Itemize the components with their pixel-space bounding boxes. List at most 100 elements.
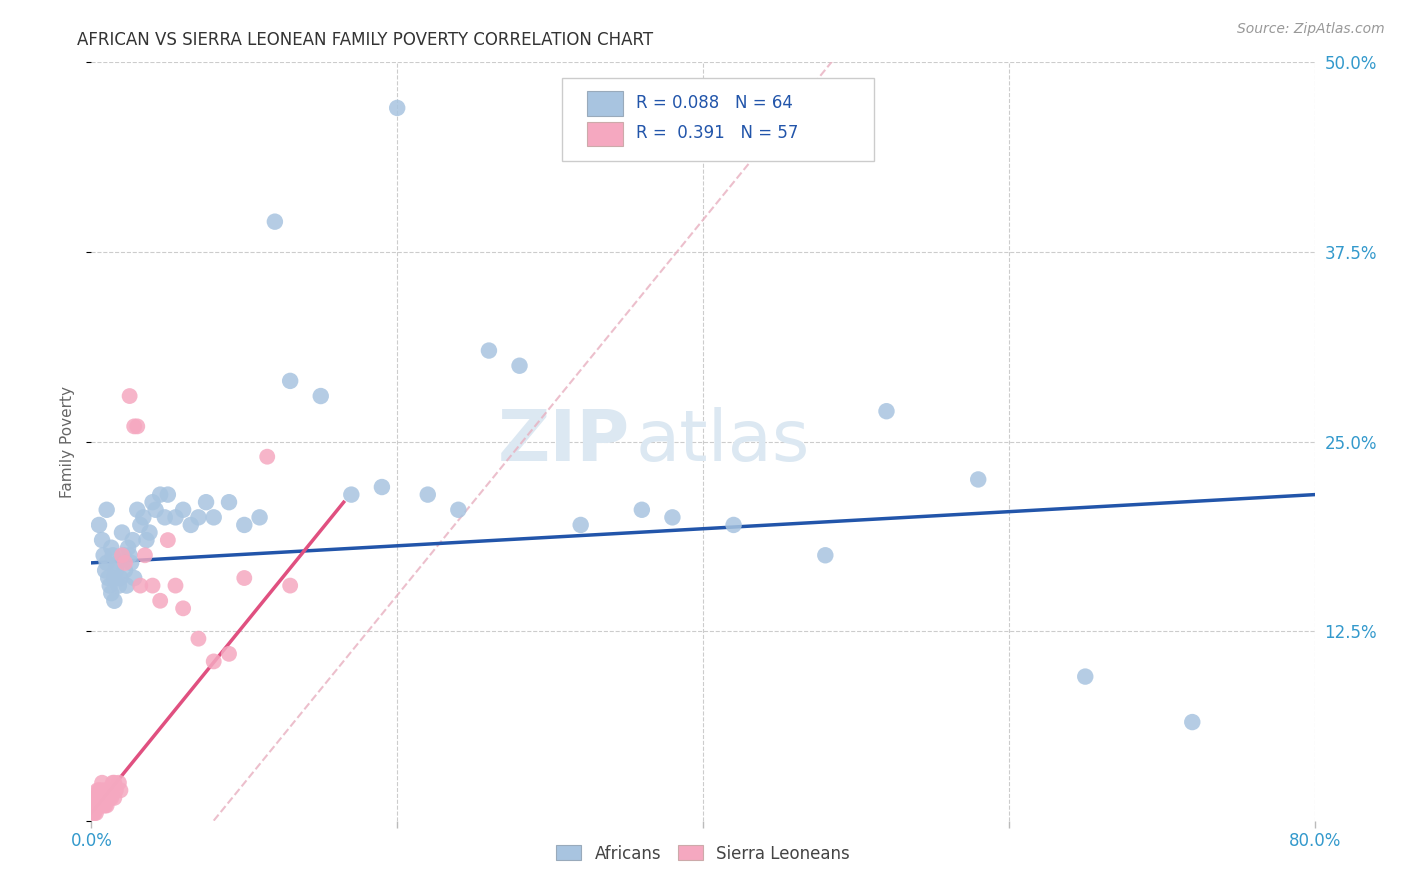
Point	[91, 798, 114, 813]
Text: R =  0.391   N = 57: R = 0.391 N = 57	[636, 124, 799, 142]
Point	[478, 343, 501, 358]
Point	[93, 798, 115, 813]
FancyBboxPatch shape	[586, 91, 623, 115]
Point	[94, 791, 117, 805]
Point	[98, 783, 121, 797]
Point	[94, 798, 117, 813]
Point	[82, 798, 104, 813]
Point	[416, 487, 439, 501]
Point	[100, 783, 122, 797]
Legend: Africans, Sierra Leoneans: Africans, Sierra Leoneans	[550, 838, 856, 869]
Point	[86, 791, 108, 805]
Point	[86, 798, 108, 813]
Point	[83, 791, 105, 805]
Point	[1181, 715, 1204, 730]
Point	[104, 783, 127, 797]
Point	[149, 594, 172, 608]
Point	[94, 564, 117, 578]
Point	[509, 359, 531, 373]
Point	[103, 776, 125, 790]
Point	[814, 548, 837, 563]
Point	[385, 101, 409, 115]
Point	[371, 480, 394, 494]
Point	[108, 579, 131, 593]
Point	[129, 579, 152, 593]
Point	[96, 783, 118, 797]
Point	[138, 525, 160, 540]
Point	[87, 517, 110, 532]
Point	[97, 783, 120, 797]
Point	[121, 533, 143, 548]
Point	[233, 571, 256, 585]
Point	[187, 510, 209, 524]
Point	[111, 548, 134, 563]
Point	[165, 510, 187, 524]
Point	[135, 533, 157, 548]
Point	[661, 510, 683, 524]
Point	[93, 783, 115, 797]
Point	[100, 791, 122, 805]
Point	[156, 533, 179, 548]
Point	[83, 798, 105, 813]
Point	[84, 791, 107, 805]
Point	[122, 419, 145, 434]
Point	[110, 571, 132, 585]
Point	[96, 791, 118, 805]
Point	[96, 798, 118, 813]
Text: Source: ZipAtlas.com: Source: ZipAtlas.com	[1237, 22, 1385, 37]
Point	[127, 419, 149, 434]
Point	[96, 556, 118, 570]
Point	[97, 571, 120, 585]
Point	[134, 548, 156, 563]
Point	[156, 487, 179, 501]
Point	[967, 473, 990, 487]
Point	[132, 510, 155, 524]
Point	[249, 510, 271, 524]
Point	[149, 487, 172, 501]
Point	[115, 579, 138, 593]
Text: ZIP: ZIP	[498, 407, 630, 476]
Point	[114, 556, 136, 570]
Point	[112, 548, 135, 563]
Point	[129, 517, 152, 532]
Point	[97, 791, 120, 805]
Point	[153, 510, 176, 524]
Point	[91, 776, 114, 790]
Point	[127, 503, 149, 517]
Point	[631, 503, 654, 517]
Point	[202, 655, 225, 669]
Point	[264, 214, 287, 228]
Point	[90, 783, 112, 797]
Point	[100, 541, 122, 555]
Point	[108, 776, 131, 790]
Point	[84, 801, 107, 815]
Point	[309, 389, 332, 403]
Point	[90, 791, 112, 805]
Point	[91, 533, 114, 548]
Point	[87, 791, 110, 805]
Point	[569, 517, 592, 532]
Point	[91, 791, 114, 805]
Point	[1074, 669, 1097, 683]
Point	[103, 571, 125, 585]
Point	[233, 517, 256, 532]
Point	[447, 503, 470, 517]
Point	[172, 601, 194, 615]
Y-axis label: Family Poverty: Family Poverty	[59, 385, 75, 498]
Point	[195, 495, 218, 509]
Point	[723, 517, 745, 532]
Point	[114, 564, 136, 578]
Point	[218, 495, 240, 509]
FancyBboxPatch shape	[586, 121, 623, 145]
Point	[180, 517, 202, 532]
Point	[340, 487, 363, 501]
Point	[98, 791, 121, 805]
Point	[101, 548, 124, 563]
Point	[118, 389, 141, 403]
Point	[103, 594, 125, 608]
Point	[104, 564, 127, 578]
Point	[110, 783, 132, 797]
Point	[278, 374, 301, 388]
Point	[165, 579, 187, 593]
Point	[105, 556, 128, 570]
